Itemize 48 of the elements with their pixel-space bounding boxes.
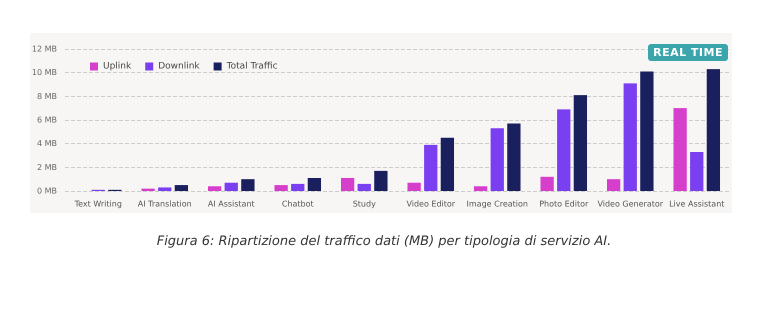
bar: [224, 182, 238, 191]
bar: [274, 185, 288, 191]
bar: [574, 95, 588, 191]
bar: [424, 144, 438, 191]
x-tick-label: AI Assistant: [208, 200, 255, 208]
bar: [241, 179, 255, 191]
x-tick-label: Live Assistant: [669, 200, 724, 208]
x-tick-label: Image Creation: [466, 200, 528, 208]
bar: [291, 184, 304, 191]
x-tick-label: Text Writing: [74, 200, 122, 208]
x-tick-label: Chatbot: [282, 200, 314, 208]
x-tick-label: Video Editor: [406, 200, 456, 208]
y-tick-label: 12 MB: [32, 44, 57, 54]
bar: [490, 128, 504, 191]
legend-label: Uplink: [103, 62, 132, 72]
y-tick-label: 8 MB: [36, 92, 57, 101]
y-tick-label: 0 MB: [36, 186, 57, 196]
x-tick-label: AI Translation: [138, 200, 192, 208]
y-tick-label: 6 MB: [36, 116, 57, 124]
bar: [407, 182, 421, 191]
bar: [690, 152, 704, 191]
y-tick-label: 2 MB: [36, 162, 57, 172]
y-tick-label: 10 MB: [32, 68, 57, 78]
bar: [557, 109, 570, 191]
x-tick-label: Study: [352, 200, 376, 208]
bar: [640, 71, 654, 191]
bar: [340, 178, 354, 191]
bar: [358, 184, 371, 191]
bar: [673, 108, 687, 191]
text: Figura 6: Ripartizione del traffico dati (MB) per tipologia di servizio AI.: [156, 234, 612, 249]
bar: [158, 187, 172, 191]
x-tick-label: Photo Editor: [539, 200, 589, 208]
legend-label: Total Traffic: [226, 62, 278, 72]
bar: [440, 138, 454, 191]
bar: [174, 185, 188, 191]
bar: [540, 176, 554, 191]
bar: [474, 186, 488, 191]
bar: [308, 178, 322, 191]
annotation: REAL TIME: [648, 44, 728, 61]
bar: [208, 186, 222, 191]
bar: [507, 124, 521, 191]
x-tick-label: Video Generator: [597, 200, 664, 208]
bar: [374, 170, 388, 191]
bar: [706, 69, 720, 191]
bar: [606, 179, 620, 191]
legend-label: Downlink: [158, 62, 200, 72]
bar: [624, 83, 637, 191]
y-tick-label: 4 MB: [36, 139, 57, 148]
